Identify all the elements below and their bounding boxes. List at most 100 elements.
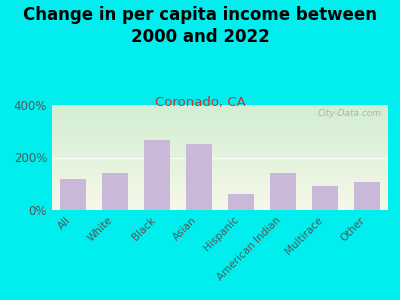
Bar [52,107,388,108]
Bar [52,167,388,168]
Bar [52,122,388,123]
Bar [52,189,388,190]
Bar [52,185,388,186]
Bar [52,147,388,148]
Bar [52,188,388,189]
Bar [52,158,388,160]
Bar [52,165,388,166]
Bar [52,164,388,165]
Bar [52,137,388,139]
Bar [52,154,388,155]
Bar [354,182,380,210]
Bar [52,195,388,196]
Bar [52,114,388,116]
Bar [52,160,388,162]
Bar [52,172,388,173]
Bar [52,133,388,134]
Bar [52,118,388,119]
Bar [52,124,388,125]
Bar [52,127,388,128]
Bar [52,111,388,112]
Bar [52,112,388,113]
Bar [52,203,388,204]
Bar [52,126,388,127]
Bar [52,105,388,106]
Bar [228,194,254,210]
Bar [52,132,388,133]
Bar [52,148,388,149]
Bar [52,160,388,161]
Bar [186,144,212,210]
Bar [52,168,388,169]
Bar [52,162,388,163]
Text: Change in per capita income between
2000 and 2022: Change in per capita income between 2000… [23,6,377,46]
Bar [52,151,388,152]
Bar [52,156,388,158]
Bar [52,152,388,153]
Bar [52,166,388,167]
Bar [52,142,388,143]
Bar [52,175,388,176]
Bar [52,136,388,137]
Bar [52,202,388,203]
Bar [52,143,388,144]
Bar [52,146,388,147]
Bar [52,113,388,114]
Bar [52,206,388,207]
Bar [52,186,388,187]
Text: Coronado, CA: Coronado, CA [155,96,245,109]
Bar [52,205,388,206]
Bar [52,174,388,175]
Bar [52,192,388,193]
Bar [52,178,388,179]
Bar [52,116,388,118]
Bar [52,181,388,182]
Bar [52,129,388,130]
Bar [52,204,388,205]
Bar [144,140,170,210]
Bar [52,177,388,178]
Bar [52,130,388,131]
Bar [52,106,388,107]
Bar [52,128,388,129]
Bar [52,190,388,191]
Bar [52,109,388,110]
Bar [52,150,388,151]
Bar [52,196,388,197]
Bar [60,178,86,210]
Bar [52,197,388,199]
Text: City-Data.com: City-Data.com [317,109,381,118]
Bar [52,140,388,141]
Bar [52,121,388,122]
Bar [52,123,388,124]
Bar [52,169,388,170]
Bar [52,182,388,183]
Bar [52,194,388,195]
Bar [52,191,388,192]
Bar [52,134,388,135]
Bar [52,110,388,111]
Bar [312,186,338,210]
Bar [52,139,388,140]
Bar [52,141,388,142]
Bar [102,173,128,210]
Bar [52,183,388,184]
Bar [52,200,388,202]
Bar [52,144,388,145]
Bar [52,108,388,109]
Bar [52,193,388,194]
Bar [52,176,388,177]
Bar [52,199,388,200]
Bar [270,173,296,210]
Bar [52,184,388,185]
Bar [52,125,388,126]
Bar [52,163,388,164]
Bar [52,149,388,150]
Bar [52,208,388,209]
Bar [52,155,388,156]
Bar [52,170,388,171]
Bar [52,179,388,181]
Bar [52,120,388,121]
Bar [52,145,388,146]
Bar [52,153,388,154]
